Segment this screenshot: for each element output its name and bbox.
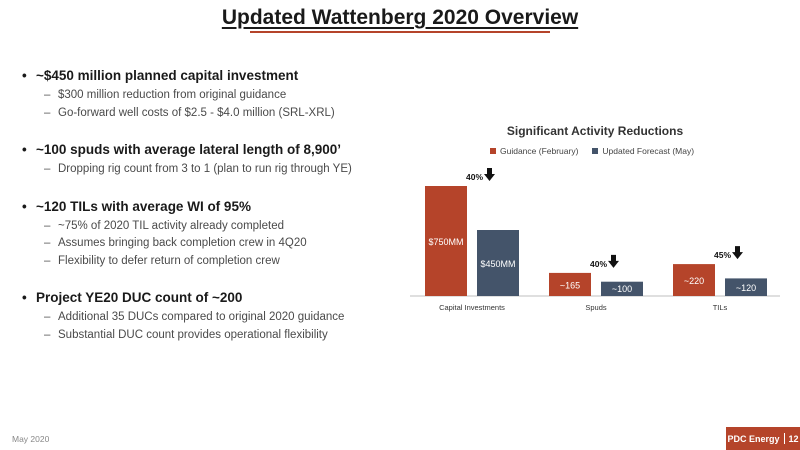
bar-data-label: $450MM — [480, 259, 515, 269]
bullet-item: ~120 TILs with average WI of 95% — [22, 199, 412, 214]
bar — [725, 278, 767, 296]
legend-item-guidance: Guidance (February) — [490, 146, 578, 156]
legend-swatch — [490, 148, 496, 154]
company-name: PDC Energy — [727, 433, 780, 444]
bullet-item: ~$450 million planned capital investment — [22, 68, 412, 83]
bar-data-label: ~100 — [612, 284, 632, 294]
bar — [425, 186, 467, 296]
bar-data-label: ~165 — [560, 280, 580, 290]
sub-bullet-item: Go-forward well costs of $2.5 - $4.0 mil… — [22, 105, 412, 123]
bullet-group: ~100 spuds with average lateral length o… — [22, 142, 412, 179]
sub-bullet-item: Flexibility to defer return of completio… — [22, 253, 412, 271]
sub-bullet-list: ~75% of 2020 TIL activity already comple… — [22, 218, 412, 271]
footer-date: May 2020 — [12, 434, 50, 444]
reduction-label: 45% — [714, 250, 731, 260]
bar-data-label: ~120 — [736, 283, 756, 293]
category-tick-label: Spuds — [585, 303, 607, 312]
sub-bullet-item: Dropping rig count from 3 to 1 (plan to … — [22, 161, 412, 179]
reduction-label: 40% — [466, 172, 483, 182]
bar — [673, 264, 715, 296]
bullet-group: Project YE20 DUC count of ~200 Additiona… — [22, 290, 412, 344]
down-arrow-icon — [608, 254, 619, 268]
chart-title: Significant Activity Reductions — [506, 124, 684, 138]
legend-swatch — [592, 148, 599, 154]
down-arrow-icon — [732, 246, 743, 260]
bullet-group: ~$450 million planned capital investment… — [22, 68, 412, 122]
bar-data-label: ~220 — [684, 276, 704, 286]
bar-chart: $750MM $450MM Capital Investments 40% ~165 ~1… — [410, 168, 780, 312]
sub-bullet-item: $300 million reduction from original gui… — [22, 87, 412, 105]
legend-item-forecast: Updated Forecast (May) — [592, 146, 694, 156]
category-tick-label: TILs — [713, 303, 728, 312]
bar — [477, 230, 519, 296]
sub-bullet-item: ~75% of 2020 TIL activity already comple… — [22, 218, 412, 236]
bar-data-label: $750MM — [428, 237, 463, 247]
bar — [601, 281, 643, 296]
slide-title: Updated Wattenberg 2020 Overview — [221, 6, 579, 29]
chart-legend: Guidance (February) Updated Forecast (Ma… — [490, 146, 694, 156]
sub-bullet-item: Additional 35 DUCs compared to original … — [22, 309, 412, 327]
bullet-item: ~100 spuds with average lateral length o… — [22, 142, 412, 157]
sub-bullet-list: Additional 35 DUCs compared to original … — [22, 309, 412, 344]
bullet-list: ~$450 million planned capital investment… — [22, 68, 412, 344]
category-tick-label: Capital Investments — [439, 303, 505, 312]
reduction-label: 40% — [590, 259, 607, 269]
page-number: 12 — [788, 433, 799, 444]
sub-bullet-list: $300 million reduction from original gui… — [22, 87, 412, 122]
title-underline — [250, 31, 550, 33]
bullet-item: Project YE20 DUC count of ~200 — [22, 290, 412, 305]
legend-label: Updated Forecast (May) — [602, 146, 695, 156]
badge-divider — [783, 433, 785, 444]
legend-label: Guidance (February) — [500, 146, 579, 156]
down-arrow-icon — [484, 168, 495, 181]
sub-bullet-item: Substantial DUC count provides operation… — [22, 327, 412, 345]
sub-bullet-list: Dropping rig count from 3 to 1 (plan to … — [22, 161, 412, 179]
sub-bullet-item: Assumes bringing back completion crew in… — [22, 235, 412, 253]
bullet-group: ~120 TILs with average WI of 95% ~75% of… — [22, 199, 412, 271]
bar — [549, 272, 591, 296]
footer-brand-badge: PDC Energy 12 — [726, 427, 800, 450]
